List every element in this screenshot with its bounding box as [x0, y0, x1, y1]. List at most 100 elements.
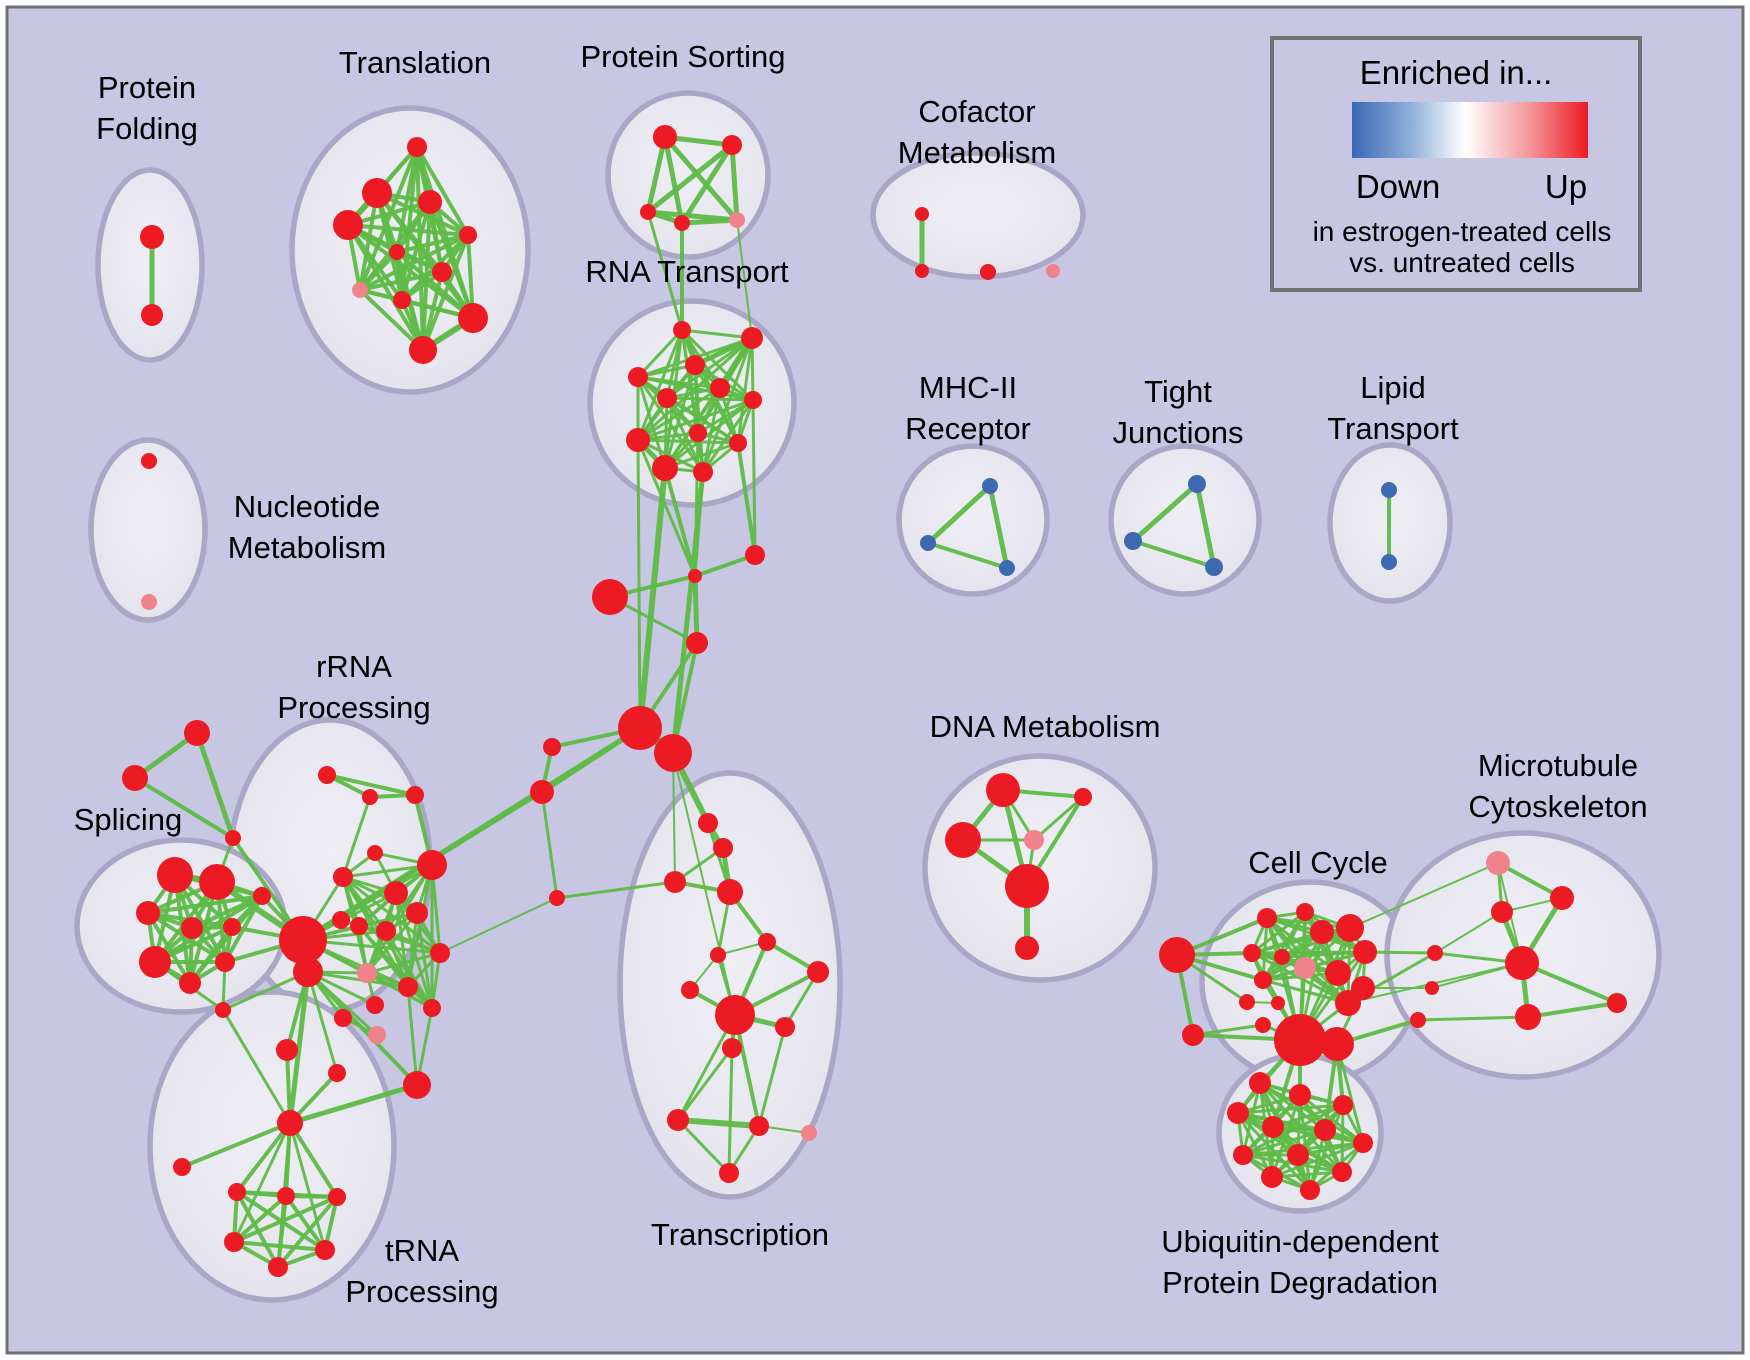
cluster-label-protein-sorting: Protein Sorting: [580, 39, 785, 74]
edge-mtc1-mt3: [1434, 911, 1503, 954]
node-rt2: [741, 327, 763, 349]
node-nm1: [141, 453, 157, 469]
node-ps1: [653, 125, 677, 149]
cluster-nucleotide-metabolism: [88, 437, 208, 623]
node-lc1: [543, 738, 561, 756]
legend-caption-line1: in estrogen-treated cells: [1313, 216, 1612, 247]
edge-ps1-ps4: [662, 136, 685, 224]
node-mtc1: [1427, 945, 1443, 961]
node-rrh2: [293, 957, 323, 987]
legend-gradient-bar: [1352, 102, 1588, 158]
edge-bh2-tn9: [672, 752, 736, 1016]
node-dm6: [1015, 936, 1039, 960]
node-rr18: [368, 1026, 386, 1044]
cluster-label-cell-cycle: Cell Cycle: [1248, 845, 1388, 880]
edge-cc4-mt1: [1349, 862, 1499, 929]
node-rt1: [673, 321, 691, 339]
edge-rt7-hx1: [751, 399, 757, 556]
node-mtc3: [1410, 1012, 1426, 1028]
node-rr5: [333, 867, 353, 887]
node-hx4: [686, 632, 708, 654]
node-cc14: [1351, 976, 1375, 1000]
edge-mt5-mt6: [1527, 1001, 1618, 1019]
node-rr15: [366, 996, 384, 1014]
edge-bh2-tn3: [672, 752, 676, 883]
node-tr6: [389, 244, 405, 260]
node-mt2: [1550, 886, 1574, 910]
cluster-label-nucleotide-metabolism-line2: Metabolism: [228, 530, 387, 565]
edge-rt2-rt10: [736, 337, 754, 444]
edge-ub7-ub10: [1271, 1141, 1364, 1179]
edge-tn12-tn15: [676, 1118, 731, 1175]
node-ps5: [729, 212, 745, 228]
node-rt6: [657, 388, 677, 408]
edge-cn1-th: [221, 1009, 292, 1124]
node-cc6: [1274, 949, 1290, 965]
edge-tri2-tri3: [133, 776, 235, 840]
edge-m1-m2: [926, 484, 992, 545]
edge-th-rrh2: [287, 971, 311, 1124]
edge-rt7-rt9: [637, 398, 754, 442]
node-tn13: [749, 1116, 769, 1136]
node-tr1: [407, 137, 427, 157]
edge-th-tp1: [181, 1121, 291, 1169]
edge-ub10-ub11: [1271, 1170, 1343, 1179]
edge-rt9-rt10: [637, 438, 739, 445]
node-rr2: [362, 789, 378, 805]
edge-rt6-rt7: [666, 396, 754, 402]
edge-ps1-ps5: [663, 135, 739, 222]
edge-rr11-rr13: [365, 912, 419, 974]
node-tn6: [758, 933, 776, 951]
edge-tri1-tri3: [194, 732, 236, 839]
cluster-label-protein-folding-line1: Protein: [98, 70, 196, 105]
edge-ub7-ub9: [1297, 1141, 1364, 1157]
node-rr13: [357, 963, 377, 983]
edge-tp3-tp6: [284, 1194, 327, 1252]
node-ub6: [1314, 1119, 1336, 1141]
node-tn15: [719, 1163, 739, 1183]
edge-mt1-mt2: [1497, 861, 1563, 900]
cluster-label-trna-processing-line1: tRNA: [385, 1233, 459, 1268]
node-dm1: [986, 773, 1020, 807]
node-sp5: [223, 918, 241, 936]
node-dm2: [1074, 788, 1092, 806]
edge-ub6-ub8: [1242, 1128, 1326, 1157]
legend: Enriched in... Down Up in estrogen-treat…: [1270, 36, 1642, 292]
cluster-label-mhc-ii-receptor-line1: MHC-II: [919, 370, 1017, 405]
edge-tr7-tr8: [359, 270, 443, 292]
node-tr10: [458, 303, 488, 333]
edge-rr9-rr16: [357, 925, 434, 1009]
node-mt3: [1491, 901, 1513, 923]
edge-rr7-rr16: [394, 892, 434, 1009]
edge-tr1-tr5: [415, 145, 470, 237]
edge-rt11-bh1: [637, 467, 668, 729]
node-sp7: [139, 946, 171, 978]
node-rt3: [685, 355, 705, 375]
node-cm3: [980, 264, 996, 280]
edge-rt1-rt2: [681, 328, 753, 340]
node-rt4: [628, 367, 648, 387]
edge-ps4-ps5: [681, 217, 738, 226]
edge-tn10-tn13: [757, 1026, 787, 1127]
node-tn7: [807, 961, 829, 983]
edge-tp2-tp7: [235, 1191, 280, 1268]
node-tn2: [713, 838, 733, 858]
edge-ps5-rt2: [736, 219, 753, 339]
node-tr3: [418, 190, 442, 214]
node-rr9: [350, 917, 368, 935]
cluster-label-protein-folding-line2: Folding: [96, 111, 198, 146]
cluster-label-transcription: Transcription: [651, 1217, 829, 1252]
node-tn5: [710, 947, 726, 963]
edge-tn11-tn15: [727, 1047, 734, 1174]
cluster-label-ubiquitin-degradation-line1: Ubiquitin-dependent: [1161, 1224, 1439, 1259]
cluster-label-dna-metabolism: DNA Metabolism: [930, 709, 1161, 744]
edge-rt12-bh2: [670, 471, 706, 754]
cluster-label-nucleotide-metabolism-line1: Nucleotide: [234, 489, 380, 524]
node-tn0: [549, 890, 565, 906]
edge-rr11-rr16: [415, 912, 434, 1009]
node-cc9: [1353, 940, 1377, 964]
node-ccl2: [1182, 1024, 1204, 1046]
node-l1: [1381, 482, 1397, 498]
edge-ps1-ps3: [645, 136, 668, 213]
